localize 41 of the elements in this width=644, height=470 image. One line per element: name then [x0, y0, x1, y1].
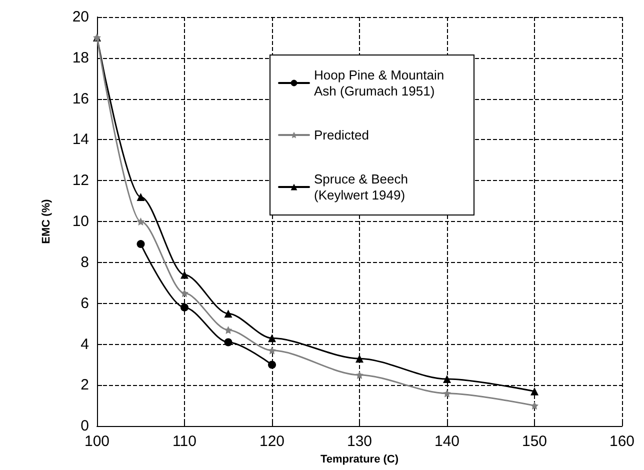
point — [136, 193, 145, 202]
y-tick-label: 2 — [80, 376, 89, 394]
x-tick-label: 140 — [434, 433, 460, 450]
point — [268, 360, 276, 369]
y-tick-label: 0 — [80, 418, 89, 435]
x-tick-label: 130 — [346, 433, 372, 450]
point — [224, 310, 232, 318]
y-tick-label: 8 — [80, 254, 89, 271]
point — [443, 375, 451, 384]
x-axis-title: Temprature (C) — [320, 454, 399, 466]
y-tick-label: 14 — [72, 131, 89, 148]
x-tick-label: 160 — [609, 433, 635, 450]
legend-label: Spruce & Beech (Keylwert 1949) — [314, 172, 412, 202]
y-tick-label: 12 — [72, 172, 89, 190]
legend-label: Predicted — [314, 128, 369, 142]
y-tick-label: 16 — [72, 90, 89, 108]
point — [136, 240, 145, 248]
x-tick-label: 100 — [84, 433, 110, 450]
point — [136, 218, 145, 226]
y-tick-label: 10 — [72, 213, 89, 230]
x-tick-label: 150 — [522, 433, 548, 450]
point — [224, 338, 232, 346]
y-tick-label: 18 — [72, 49, 89, 66]
point — [224, 326, 232, 334]
point — [180, 270, 188, 279]
legend-label: Hoop Pine & Mountain Ash (Grumach 1951) — [314, 68, 448, 98]
point — [530, 387, 538, 396]
y-axis-title: EMC (%) — [40, 198, 52, 244]
y-tick-label: 20 — [72, 8, 89, 26]
point — [268, 334, 276, 342]
y-tick-label: 6 — [80, 294, 89, 312]
point — [443, 389, 451, 398]
point — [356, 354, 364, 363]
x-tick-label: 110 — [172, 433, 196, 450]
point — [356, 370, 364, 379]
point — [530, 402, 538, 410]
point — [180, 303, 188, 312]
point — [180, 289, 188, 298]
x-tick-label: 120 — [259, 433, 285, 450]
y-tick-label: 4 — [80, 336, 89, 353]
point — [268, 346, 276, 354]
